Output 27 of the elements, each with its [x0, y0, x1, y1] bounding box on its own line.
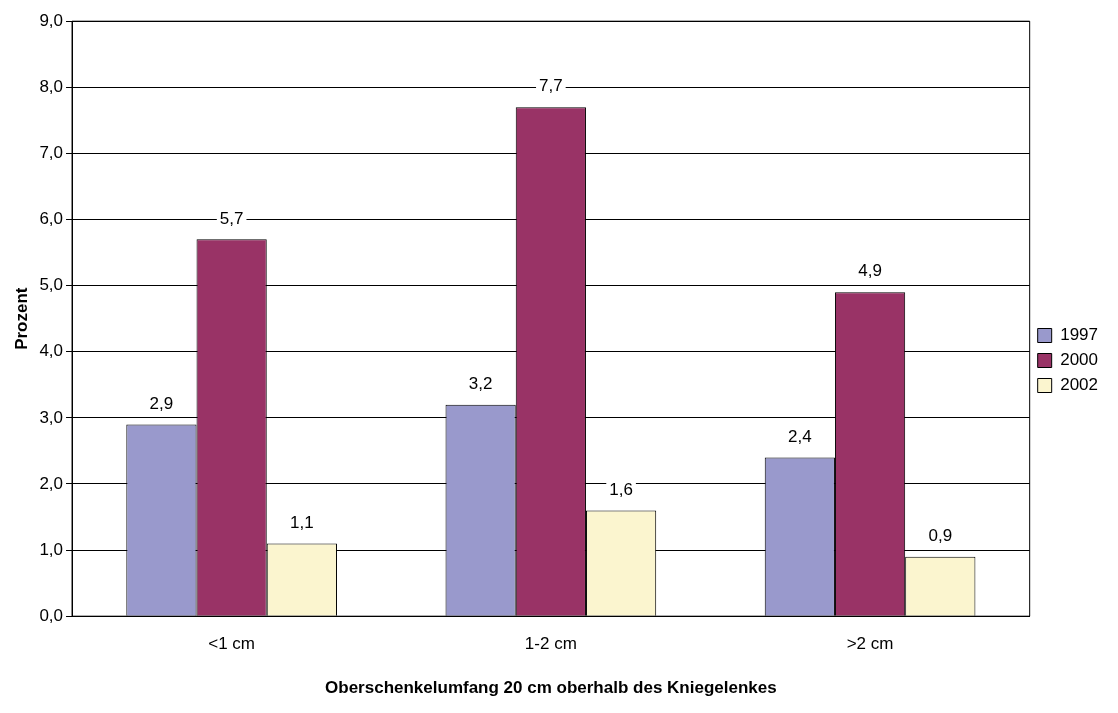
data-label: 0,9	[928, 525, 953, 545]
data-label: 1,6	[609, 479, 633, 499]
data-label: 2,9	[149, 393, 174, 413]
data-label: 3,2	[468, 373, 493, 393]
legend-label: 2002	[1060, 375, 1099, 395]
data-label: 4,9	[858, 261, 882, 281]
y-tick-label: 1,0	[39, 539, 64, 559]
y-tick-label: 0,0	[39, 605, 64, 625]
x-axis-title: Oberschenkelumfang 20 cm oberhalb des Kniegelenkes	[325, 678, 777, 698]
y-tick-label: 4,0	[39, 341, 64, 361]
y-tick-label: 3,0	[39, 407, 64, 427]
y-axis-title: Prozent	[11, 287, 31, 350]
y-tick-label: 5,0	[39, 275, 64, 295]
data-label: 5,7	[219, 208, 244, 228]
legend-label: 1997	[1060, 325, 1099, 345]
data-label: 1,1	[290, 512, 314, 532]
y-tick-label: 9,0	[39, 10, 64, 30]
y-tick-label: 7,0	[39, 143, 64, 163]
y-tick-label: 2,0	[39, 473, 64, 493]
y-tick-label: 6,0	[39, 209, 64, 229]
x-tick-label: >2 cm	[846, 634, 894, 654]
data-label: 7,7	[539, 76, 563, 96]
data-label: 2,4	[788, 426, 812, 446]
y-tick-label: 8,0	[39, 77, 64, 96]
x-tick-label: <1 cm	[208, 634, 256, 654]
legend-label: 2000	[1060, 350, 1099, 370]
x-tick-label: 1-2 cm	[524, 634, 577, 654]
